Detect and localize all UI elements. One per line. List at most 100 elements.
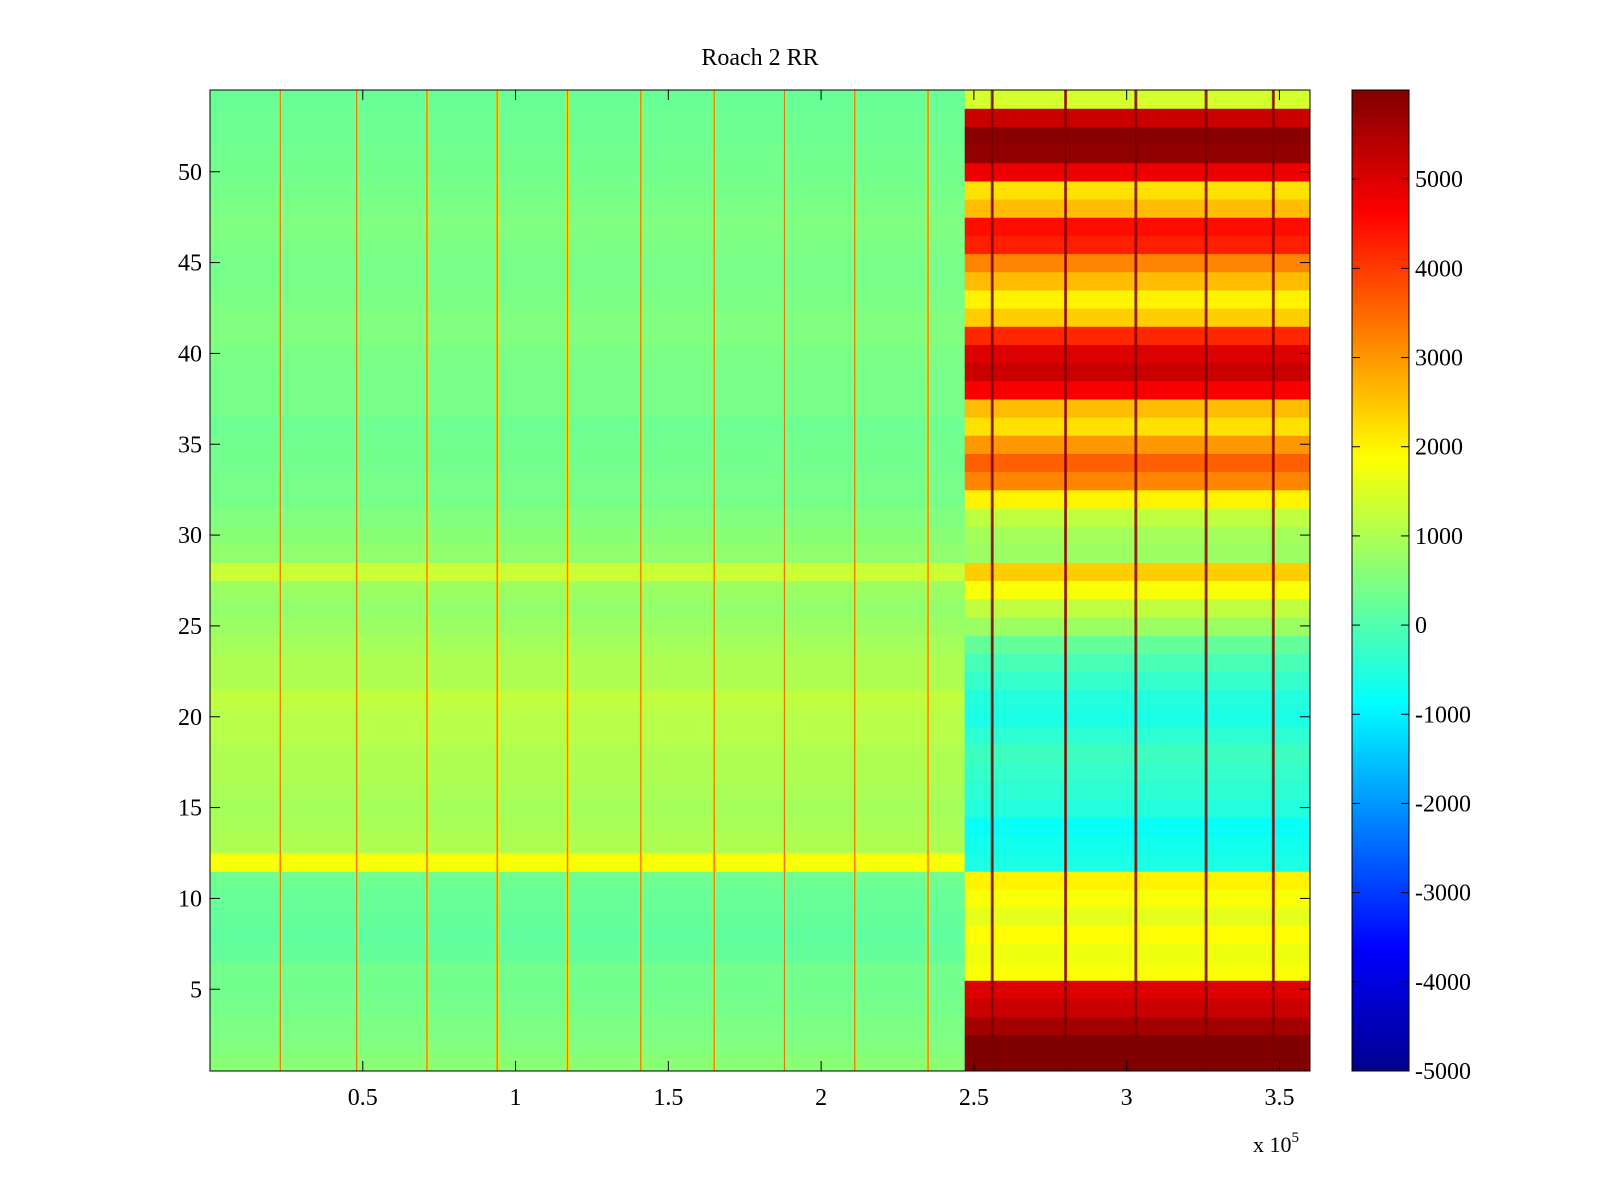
- heatmap-row-late: [964, 308, 1310, 327]
- heatmap-row-early: [210, 980, 965, 999]
- heatmap-row-early: [210, 671, 965, 691]
- heatmap-row-late: [964, 235, 1310, 255]
- heatmap-row-late: [964, 217, 1310, 236]
- heatmap-row-late: [964, 635, 1310, 654]
- heatmap-row-late: [964, 289, 1310, 309]
- heatmap-row-early: [210, 1052, 965, 1071]
- heatmap-row-early: [210, 180, 965, 200]
- heatmap-row-early: [210, 635, 965, 654]
- heatmap-streak-core: [356, 90, 358, 1071]
- heatmap-streak-core: [1205, 90, 1207, 1071]
- heatmap-row-late: [964, 998, 1310, 1018]
- heatmap-row-late: [964, 1016, 1310, 1036]
- x-multiplier-label: x 105: [1253, 1130, 1299, 1157]
- heatmap-row-late: [964, 199, 1310, 218]
- heatmap-row-early: [210, 562, 965, 582]
- colorbar-tick-label: 5000: [1415, 167, 1463, 193]
- heatmap-row-early: [210, 816, 965, 836]
- colorbar-tick-label: 4000: [1415, 256, 1463, 282]
- heatmap-row-late: [964, 562, 1310, 582]
- heatmap-row-late: [964, 1052, 1310, 1071]
- heatmap-row-late: [964, 108, 1310, 127]
- heatmap-row-late: [964, 526, 1310, 545]
- x-tick-label: 3: [1121, 1085, 1133, 1111]
- heatmap-row-early: [210, 526, 965, 545]
- heatmap-streak-core: [713, 90, 715, 1071]
- heatmap-row-early: [210, 289, 965, 309]
- heatmap-row-late: [964, 144, 1310, 164]
- plot-frame: [209, 89, 1311, 1072]
- x-multiplier-exponent: 5: [1292, 1130, 1300, 1146]
- colorbar-tick-label: -2000: [1415, 791, 1471, 817]
- y-tick-label: 40: [178, 341, 202, 367]
- x-multiplier-base: x 10: [1253, 1132, 1292, 1157]
- heatmap-row-early: [210, 744, 965, 763]
- y-tick-label: 30: [178, 523, 202, 549]
- heatmap-row-late: [964, 798, 1310, 818]
- heatmap-row-early: [210, 271, 965, 291]
- heatmap-row-late: [964, 180, 1310, 200]
- heatmap-row-late: [964, 707, 1310, 727]
- colorbar-tick-label: -3000: [1415, 881, 1471, 907]
- heatmap-row-late: [964, 435, 1310, 454]
- heatmap-row-early: [210, 798, 965, 818]
- heatmap-row-early: [210, 235, 965, 255]
- heatmap-streak-core: [1272, 90, 1274, 1071]
- colorbar-tick-label: -5000: [1415, 1059, 1471, 1085]
- heatmap-row-late: [964, 653, 1310, 672]
- heatmap-row-early: [210, 507, 965, 527]
- colorbar: [1351, 89, 1410, 1072]
- heatmap-cells: [210, 90, 1310, 1071]
- heatmap-row-late: [964, 471, 1310, 491]
- chart-title: Roach 2 RR: [701, 45, 818, 71]
- heatmap-row-early: [210, 925, 965, 945]
- heatmap-row-late: [964, 580, 1310, 600]
- heatmap-row-early: [210, 762, 965, 781]
- heatmap-row-late: [964, 853, 1310, 872]
- heatmap-row-late: [964, 271, 1310, 291]
- heatmap-row-late: [964, 943, 1310, 963]
- heatmap-row-early: [210, 780, 965, 800]
- y-tick-label: 25: [178, 614, 202, 640]
- heatmap-streak-core: [566, 90, 569, 1071]
- heatmap-streak-core: [279, 90, 281, 1071]
- heatmap-row-late: [964, 889, 1310, 909]
- heatmap-row-late: [964, 326, 1310, 345]
- y-tick-label: 5: [190, 977, 202, 1003]
- heatmap-row-late: [964, 689, 1310, 709]
- heatmap-streak-core: [991, 90, 993, 1071]
- heatmap-row-early: [210, 90, 965, 109]
- heatmap-row-late: [964, 616, 1310, 636]
- heatmap-row-late: [964, 744, 1310, 763]
- heatmap-row-late: [964, 398, 1310, 418]
- heatmap-streak-core: [1064, 90, 1067, 1071]
- heatmap-row-late: [964, 834, 1310, 854]
- y-tick-label: 20: [178, 705, 202, 731]
- heatmap-row-late: [964, 725, 1310, 745]
- colorbar-tick-label: 1000: [1415, 524, 1463, 550]
- heatmap-row-late: [964, 671, 1310, 691]
- heatmap-row-late: [964, 816, 1310, 836]
- heatmap-streak-core: [426, 90, 428, 1071]
- heatmap-row-late: [964, 762, 1310, 781]
- heatmap-streak-core: [854, 90, 856, 1071]
- heatmap-row-early: [210, 362, 965, 382]
- heatmap-row-late: [964, 980, 1310, 999]
- heatmap-row-early: [210, 889, 965, 909]
- heatmap-row-early: [210, 725, 965, 745]
- colorbar-axis: 5000 4000 3000 2000 1000 0 -1000 -2000 -3000 -400…: [1352, 167, 1471, 1085]
- heatmap-row-early: [210, 834, 965, 854]
- heatmap-row-early: [210, 689, 965, 709]
- heatmap-row-early: [210, 162, 965, 182]
- heatmap-streak-core: [496, 90, 498, 1071]
- heatmap-row-early: [210, 707, 965, 727]
- heatmap-streak-core: [783, 90, 786, 1071]
- heatmap-row-early: [210, 544, 965, 563]
- heatmap-row-late: [964, 871, 1310, 890]
- colorbar-tick-label: 0: [1415, 613, 1427, 639]
- x-axis: 0.5 1 1.5 2 2.5 3 3.5: [348, 90, 1294, 1111]
- heatmap-row-late: [964, 489, 1310, 509]
- heatmap-row-late: [964, 598, 1310, 618]
- heatmap-row-late: [964, 453, 1310, 473]
- x-tick-label: 1: [510, 1085, 522, 1111]
